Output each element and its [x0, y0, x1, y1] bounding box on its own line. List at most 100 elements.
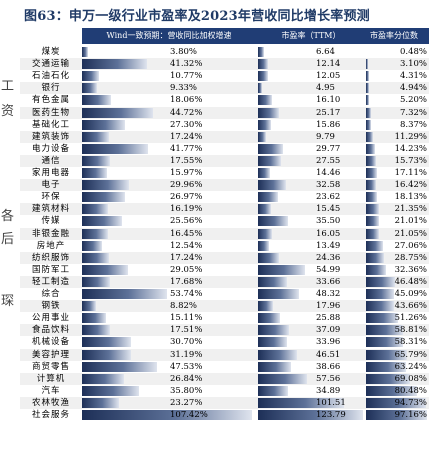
header-pe: 市盈率（TTM）	[281, 31, 341, 40]
growth-cell: 41.32%	[82, 58, 256, 70]
growth-cell: 31.19%	[82, 349, 256, 361]
pe-bar	[258, 349, 298, 360]
growth-cell: 18.06%	[82, 94, 256, 106]
row-label: 非银金融	[31, 228, 70, 239]
pct-value: 17.11%	[394, 168, 427, 178]
growth-value: 41.77%	[170, 143, 203, 154]
pct-bar	[366, 313, 399, 324]
growth-bar	[82, 397, 119, 408]
pct-bar	[366, 83, 370, 94]
growth-value: 27.30%	[170, 119, 203, 130]
row-label: 纺织服饰	[31, 252, 70, 263]
growth-cell: 10.77%	[82, 70, 256, 82]
table-row: 通信 17.55% 27.55 15.73%	[20, 154, 429, 167]
pct-cell: 4.31%	[366, 70, 429, 82]
growth-value: 18.06%	[170, 95, 203, 106]
pe-bar	[258, 313, 280, 324]
left-fragment: 琛	[1, 294, 15, 309]
growth-cell: 9.33%	[82, 82, 256, 94]
pe-cell: 27.55	[258, 155, 364, 167]
pe-cell: 15.45	[258, 203, 364, 215]
table-row: 钢铁 8.82% 17.96 43.66%	[20, 300, 429, 313]
table-row: 医药生物 44.72% 25.17 7.32%	[20, 106, 429, 119]
pe-bar	[258, 47, 264, 58]
growth-cell: 17.68%	[82, 276, 256, 288]
row-label: 基础化工	[31, 119, 70, 130]
row-label: 煤炭	[41, 47, 61, 57]
pct-cell: 17.11%	[366, 167, 429, 179]
pe-bar	[258, 192, 279, 203]
pct-cell: 80.48%	[366, 385, 429, 397]
pe-value: 13.49	[316, 240, 341, 251]
pe-cell: 57.56	[258, 373, 364, 385]
growth-bar	[82, 59, 148, 70]
pct-cell: 28.75%	[366, 252, 429, 264]
pe-bar	[258, 337, 287, 348]
growth-bar	[82, 410, 252, 421]
row-label: 综合	[41, 289, 61, 299]
pe-bar	[258, 397, 345, 408]
pe-cell: 25.17	[258, 107, 364, 119]
left-fragment: 资	[1, 104, 15, 119]
pct-bar	[366, 216, 380, 227]
pct-bar	[366, 143, 375, 154]
growth-bar	[82, 95, 111, 106]
table-row: 家用电器 15.97% 14.46 17.11%	[20, 167, 429, 179]
pct-cell: 4.94%	[366, 82, 429, 94]
growth-bar	[82, 289, 167, 300]
pe-cell: 29.77	[258, 143, 364, 155]
growth-bar	[82, 216, 123, 227]
pct-cell: 3.10%	[366, 58, 429, 70]
table-row: 煤炭 3.80% 6.64 0.48%	[20, 46, 429, 58]
pe-cell: 17.96	[258, 300, 364, 312]
pe-cell: 15.86	[258, 119, 364, 131]
pe-bar	[258, 361, 291, 372]
growth-cell: 25.56%	[82, 215, 256, 227]
growth-value: 17.24%	[170, 252, 203, 263]
growth-cell: 27.30%	[82, 119, 256, 131]
pe-value: 4.95	[316, 83, 335, 94]
growth-cell: 12.54%	[82, 240, 256, 252]
growth-value: 17.68%	[170, 276, 203, 287]
pe-cell: 4.95	[258, 82, 364, 94]
pe-cell: 14.46	[258, 167, 364, 179]
pe-bar	[258, 228, 272, 239]
growth-bar	[82, 83, 97, 94]
growth-bar	[82, 301, 96, 312]
table-row: 轻工制造 17.68% 33.66 46.48%	[20, 275, 429, 288]
pe-bar	[258, 252, 279, 263]
pct-bar	[366, 192, 378, 203]
row-label: 环保	[41, 192, 61, 203]
row-label: 公用事业	[31, 313, 70, 324]
pct-value: 28.75%	[394, 252, 427, 263]
pe-bar	[258, 289, 299, 300]
row-label: 建筑材料	[31, 204, 70, 215]
pe-cell: 16.10	[258, 94, 364, 106]
pct-cell: 21.05%	[366, 228, 429, 240]
pct-value: 51.26%	[394, 313, 427, 324]
pct-cell: 58.31%	[366, 336, 429, 348]
pe-bar	[258, 216, 289, 227]
growth-bar	[82, 119, 126, 130]
pct-bar	[366, 228, 380, 239]
header-growth: Wind一致预期：营收同比加权增速	[106, 31, 232, 40]
pct-value: 69.08%	[394, 373, 427, 384]
pct-cell: 58.81%	[366, 324, 429, 336]
pe-bar	[258, 107, 280, 118]
growth-value: 29.96%	[170, 180, 203, 191]
pe-value: 123.79	[316, 410, 346, 420]
pe-bar	[258, 264, 305, 275]
growth-value: 53.74%	[170, 289, 203, 299]
pe-cell: 24.36	[258, 252, 364, 264]
pct-value: 15.73%	[394, 155, 427, 166]
pct-cell: 7.32%	[366, 107, 429, 119]
pe-cell: 16.05	[258, 228, 364, 240]
growth-cell: 26.97%	[82, 191, 256, 203]
pe-cell: 23.62	[258, 191, 364, 203]
pct-bar	[366, 119, 372, 130]
row-label: 通信	[41, 155, 61, 166]
growth-value: 29.05%	[170, 264, 203, 275]
pct-value: 21.01%	[394, 216, 427, 227]
growth-value: 16.19%	[170, 204, 203, 215]
pct-bar	[366, 204, 380, 215]
